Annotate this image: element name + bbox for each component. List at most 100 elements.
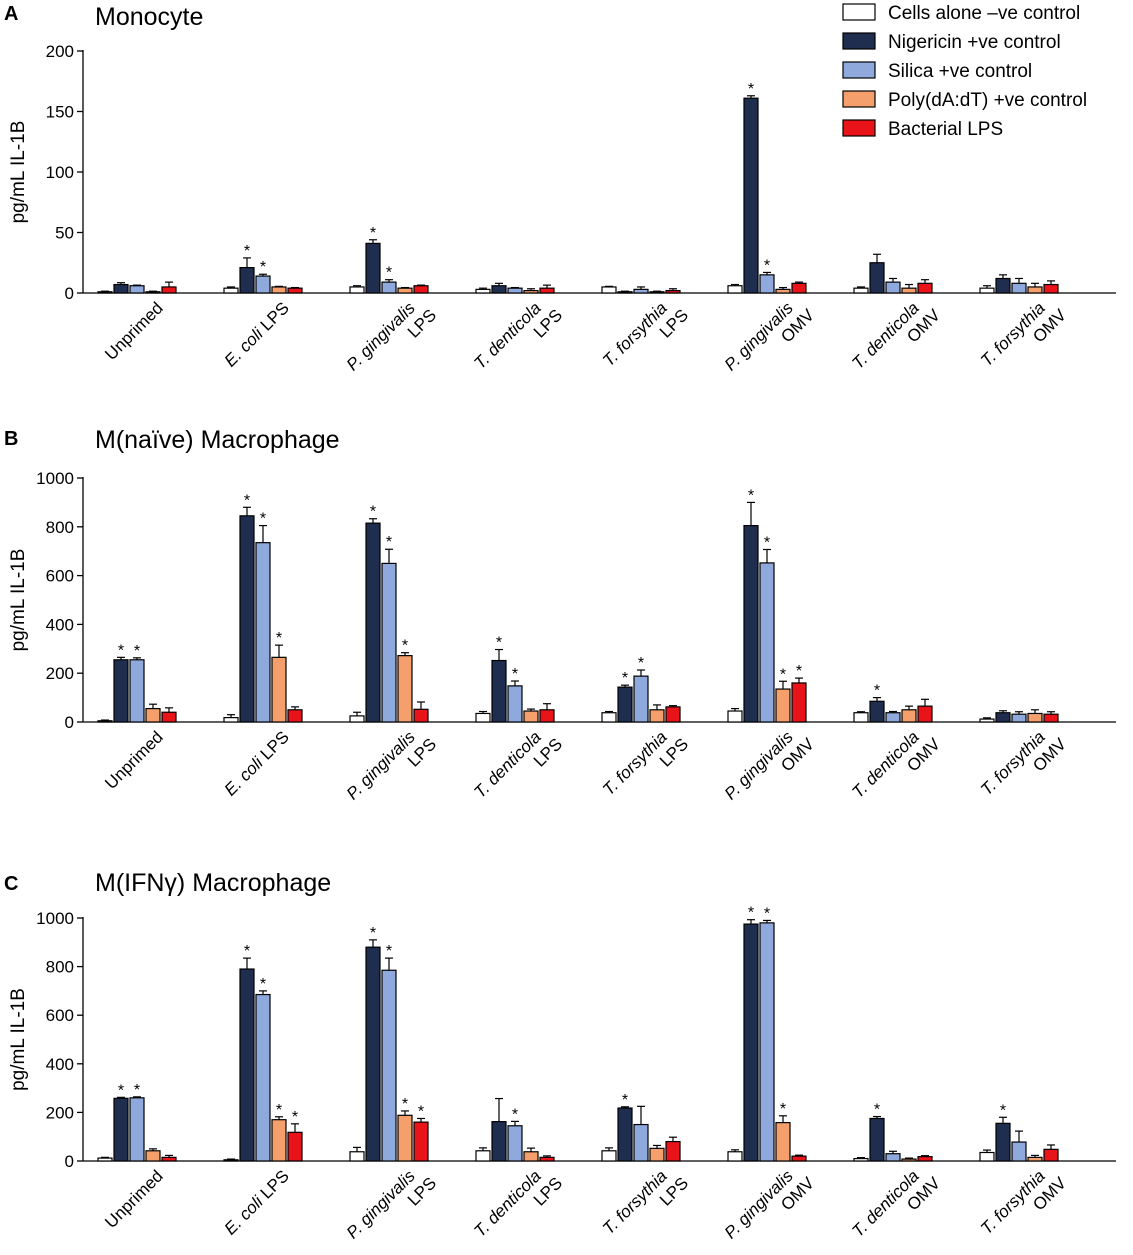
bar xyxy=(491,1121,507,1162)
bar xyxy=(1043,283,1059,294)
bar xyxy=(287,709,303,723)
significance-star: * xyxy=(260,976,266,993)
legend-swatch xyxy=(842,32,876,50)
category-label: Unprimed xyxy=(101,1166,167,1232)
bar xyxy=(365,946,381,1162)
bar xyxy=(791,682,807,723)
bar xyxy=(161,286,177,294)
y-axis-label: pg/mL IL-1B xyxy=(8,988,29,1091)
bar xyxy=(885,712,901,723)
bar xyxy=(507,287,523,294)
significance-star: * xyxy=(118,1082,124,1099)
bar xyxy=(413,285,429,294)
significance-star: * xyxy=(874,1102,880,1119)
significance-star: * xyxy=(370,925,376,942)
bar xyxy=(349,1151,365,1162)
bar xyxy=(743,524,759,723)
significance-star: * xyxy=(276,630,282,647)
bar xyxy=(917,282,933,294)
bar xyxy=(113,659,129,723)
bar xyxy=(271,656,287,723)
panel-B: B M(naïve) Macrophage pg/mL IL-1B 0 200 400 60… xyxy=(4,426,1116,803)
bar xyxy=(1011,713,1027,723)
significance-star: * xyxy=(622,1092,628,1109)
legend-label: Silica +ve control xyxy=(888,61,1032,82)
svg-text:E. coli LPS: E. coli LPS xyxy=(221,298,293,370)
significance-star: * xyxy=(386,534,392,551)
significance-star: * xyxy=(796,663,802,680)
bar xyxy=(979,287,995,294)
bar xyxy=(97,1157,113,1162)
panel-letter: B xyxy=(4,428,18,450)
significance-star: * xyxy=(260,511,266,528)
bar xyxy=(649,291,665,294)
bar xyxy=(853,287,869,294)
significance-star: * xyxy=(244,492,250,509)
y-tick-label: 200 xyxy=(46,42,74,61)
significance-star: * xyxy=(780,666,786,683)
y-tick-label: 50 xyxy=(55,224,74,243)
legend: Cells alone –ve control Nigericin +ve con… xyxy=(842,3,1087,140)
category-label: Unprimed xyxy=(101,727,167,793)
y-tick-label: 400 xyxy=(46,615,74,634)
svg-text:T. denticola: T. denticola xyxy=(470,1166,544,1240)
y-tick-label: 0 xyxy=(65,1152,74,1171)
bar xyxy=(349,286,365,294)
significance-star: * xyxy=(748,905,754,922)
y-tick-label: 1000 xyxy=(36,909,74,928)
bar xyxy=(239,968,255,1162)
bar xyxy=(979,1151,995,1162)
significance-star: * xyxy=(370,225,376,242)
significance-star: * xyxy=(764,905,770,922)
significance-star: * xyxy=(638,655,644,672)
y-tick-label: 0 xyxy=(65,713,74,732)
y-tick-label: 600 xyxy=(46,1006,74,1025)
bar xyxy=(145,291,161,294)
bar xyxy=(161,711,177,723)
panel-title: Monocyte xyxy=(95,3,203,31)
bar xyxy=(287,287,303,294)
bar xyxy=(397,655,413,723)
bar xyxy=(491,285,507,294)
bar xyxy=(413,708,429,723)
bar xyxy=(475,712,491,723)
bar xyxy=(113,283,129,294)
bar xyxy=(995,1122,1011,1162)
legend-label: Nigericin +ve control xyxy=(888,32,1061,53)
bar xyxy=(255,275,271,294)
significance-star: * xyxy=(512,666,518,683)
significance-star: * xyxy=(276,1102,282,1119)
svg-text:P. gingivalis: P. gingivalis xyxy=(343,298,419,374)
y-axis-label: pg/mL IL-1B xyxy=(8,121,29,224)
y-tick-label: 200 xyxy=(46,1103,74,1122)
panel-C: C M(IFNγ) Macrophage pg/mL IL-1B 0 200 400 600… xyxy=(4,869,1116,1242)
bar xyxy=(633,675,649,723)
bar xyxy=(397,1114,413,1162)
bar xyxy=(649,1147,665,1162)
bar xyxy=(397,287,413,294)
bar xyxy=(775,288,791,294)
bar xyxy=(239,515,255,723)
significance-star: * xyxy=(134,1082,140,1099)
y-tick-label: 0 xyxy=(65,284,74,303)
bar xyxy=(995,277,1011,294)
bar xyxy=(539,1156,555,1162)
svg-text:Unprimed: Unprimed xyxy=(101,298,167,364)
bar xyxy=(601,1150,617,1162)
significance-star: * xyxy=(496,635,502,652)
legend-swatch xyxy=(842,90,876,108)
bar xyxy=(255,993,271,1162)
bar xyxy=(979,718,995,723)
bar xyxy=(507,1125,523,1162)
bar xyxy=(271,286,287,294)
bar xyxy=(1043,713,1059,723)
significance-star: * xyxy=(780,1101,786,1118)
bar xyxy=(1043,1148,1059,1162)
